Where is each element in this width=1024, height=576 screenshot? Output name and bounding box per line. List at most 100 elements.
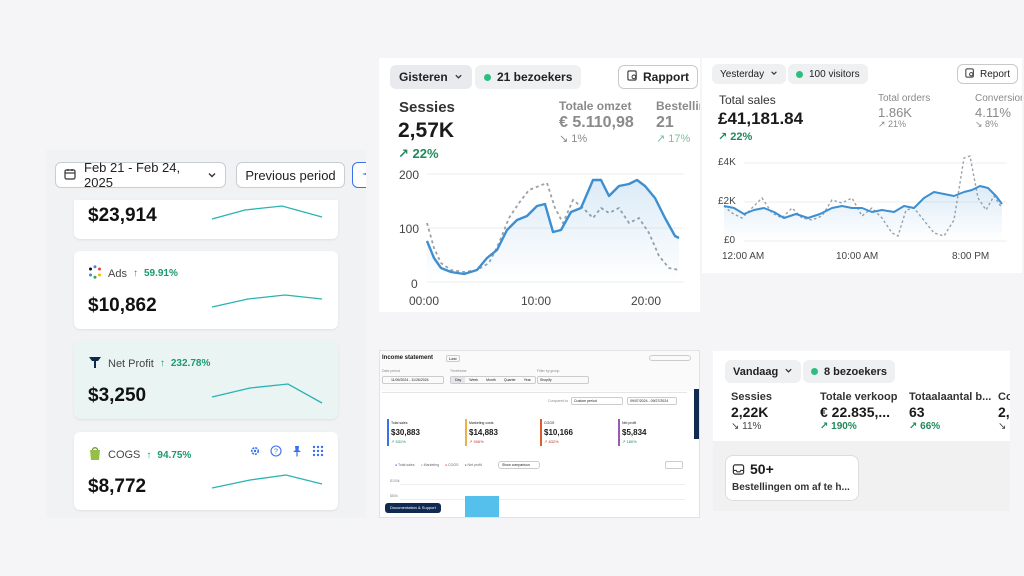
period-select[interactable]: Yesterday (712, 64, 787, 84)
show-comparison-toggle[interactable]: Show comparison (498, 461, 540, 469)
sessions-panel-dutch: Gisteren 21 bezoekers Rapport Sessies 2,… (379, 58, 700, 312)
legend-item[interactable]: ● Marketing (420, 463, 440, 467)
pin-icon[interactable] (291, 444, 303, 462)
sales-label: Totale verkoop (820, 391, 898, 403)
period-select[interactable]: Vandaag (725, 360, 802, 383)
period-label: Vandaag (733, 365, 779, 378)
metric-change: ↗ 832% (544, 439, 559, 444)
compared-range-input[interactable]: 09/07/2024 - 09/27/2024 (627, 397, 677, 405)
help-link[interactable] (649, 355, 691, 361)
title-badge: Last (446, 355, 460, 362)
feature-request-tab[interactable] (694, 389, 699, 439)
chevron-down-icon (784, 366, 793, 378)
conversion-change: ↘ 8% (975, 119, 999, 129)
arrow-up-icon: ↑ (132, 268, 138, 279)
metric-value: $14,883 (469, 428, 498, 437)
bar-total-sales[interactable] (465, 496, 499, 517)
tab-week[interactable]: Week (469, 378, 479, 382)
chart-type-toggle[interactable] (665, 461, 683, 469)
arrow-up-right-icon: ↗ (909, 421, 921, 432)
arrow-up-right-icon: ↗ (718, 131, 731, 143)
report-label: Report (980, 68, 1011, 80)
period-select[interactable]: Gisteren (390, 65, 472, 89)
help-icon[interactable]: ? (270, 444, 282, 462)
orders-to-fulfill-card[interactable]: 50+ Bestellingen om af te h... (725, 455, 859, 501)
chevron-down-icon (770, 69, 778, 80)
sales-change: ↗ 22% (718, 131, 753, 143)
report-button[interactable]: Report (957, 64, 1019, 84)
svg-text:?: ? (274, 449, 278, 456)
comparison-series-line (426, 181, 680, 273)
calendar-icon (64, 168, 76, 183)
arrow-down-right-icon: ↘ (975, 119, 986, 129)
y-tick: $80k (390, 494, 398, 498)
ads-logo-icon (88, 265, 102, 282)
group-select[interactable]: Shopify (537, 376, 589, 384)
report-icon (627, 70, 638, 84)
live-visitors-badge[interactable]: 21 bezoekers (475, 65, 582, 89)
brand-logo-icon (88, 355, 102, 372)
date-range-label: Feb 21 - Feb 24, 2025 (84, 160, 181, 190)
sparkline (211, 205, 323, 220)
orders-value: 1.86K (878, 105, 912, 120)
sparkline (211, 474, 323, 489)
orders-change: ↗ 21% (878, 119, 907, 129)
sales-line-chart (723, 155, 1007, 242)
visitors-label: 21 bezoekers (497, 70, 573, 84)
metric-card-ads[interactable]: Ads ↑ 59.91% $10,862 (74, 251, 338, 329)
arrow-up-icon: ↑ (159, 358, 165, 369)
sessions-value: 2,22K (731, 404, 769, 420)
metric-value: $30,883 (391, 428, 420, 437)
conversion-value: 2, (998, 404, 1010, 420)
orders-change: ↗ 66% (909, 421, 941, 432)
sales-area (724, 186, 1002, 241)
report-label: Rapport (643, 70, 689, 84)
metric-card-cogs[interactable]: COGS ↑ 94.75% ? $8,772 (74, 432, 338, 510)
gear-icon[interactable] (249, 444, 261, 462)
conversion-label: Conversion (975, 93, 1022, 104)
timeframe-label: Timeframe (450, 369, 467, 373)
report-button[interactable]: Rapport (618, 65, 698, 89)
arrow-up-right-icon: ↗ (820, 421, 832, 432)
x-tick: 00:00 (409, 294, 440, 308)
compare-period-button[interactable]: Previous period (236, 162, 345, 188)
metric-card-net-profit[interactable]: Net Profit ↑ 232.78% $3,250 (74, 341, 338, 419)
period-label: Gisteren (399, 70, 448, 84)
metric-card-sales[interactable]: $23,914 (74, 200, 338, 239)
metric-value: $10,862 (88, 295, 157, 316)
orders-to-fulfill-panel: 50+ Bestellingen om af te h... (713, 441, 1010, 511)
tab-year[interactable]: Year (523, 378, 531, 382)
live-visitors-badge[interactable]: 8 bezoekers (803, 360, 895, 383)
sparkline (211, 294, 323, 308)
legend-item[interactable]: ● Net profit (464, 463, 482, 467)
compared-select[interactable]: Custom period (571, 397, 623, 405)
live-visitors-badge[interactable]: 100 visitors (788, 64, 868, 84)
arrow-up-icon: ↑ (146, 449, 152, 461)
income-statement-panel: Income statement Last Date period 11/09/… (379, 350, 700, 518)
metric-change: ↗ 531% (391, 439, 406, 444)
tab-quarter[interactable]: Quarter (503, 378, 516, 382)
tab-month[interactable]: Month (486, 378, 496, 382)
y-tick: 0 (411, 277, 418, 291)
metric-name: COGS (544, 421, 555, 425)
metric-name: Total sales (391, 421, 408, 425)
metric-name: Net profit (622, 421, 637, 425)
orders-label: Bestellingen (656, 99, 700, 113)
x-tick: 8:00 PM (952, 251, 990, 262)
tab-day[interactable]: Day (451, 377, 466, 383)
group-label: Filter by group (537, 369, 560, 373)
docs-support-button[interactable]: Documentation & Support (385, 503, 441, 513)
date-range-button[interactable]: Feb 21 - Feb 24, 2025 (55, 160, 226, 190)
arrow-up-right-icon: ↗ (878, 119, 889, 129)
grid-icon[interactable] (312, 444, 324, 462)
legend-item[interactable]: ● COGS (445, 463, 459, 467)
x-tick: 10:00 AM (836, 251, 879, 262)
legend-item[interactable]: ● Total sales (395, 463, 415, 467)
compared-label: Compared to (548, 399, 569, 403)
orders-label: Bestellingen om af te h... (732, 482, 850, 493)
ai-button[interactable] (352, 162, 366, 188)
comparison-series-line (723, 155, 1003, 237)
orders-count: 50+ (750, 461, 774, 477)
date-period-input[interactable]: 11/09/2024 - 11/26/2024 (382, 376, 444, 384)
visitors-label: 100 visitors (809, 68, 860, 80)
